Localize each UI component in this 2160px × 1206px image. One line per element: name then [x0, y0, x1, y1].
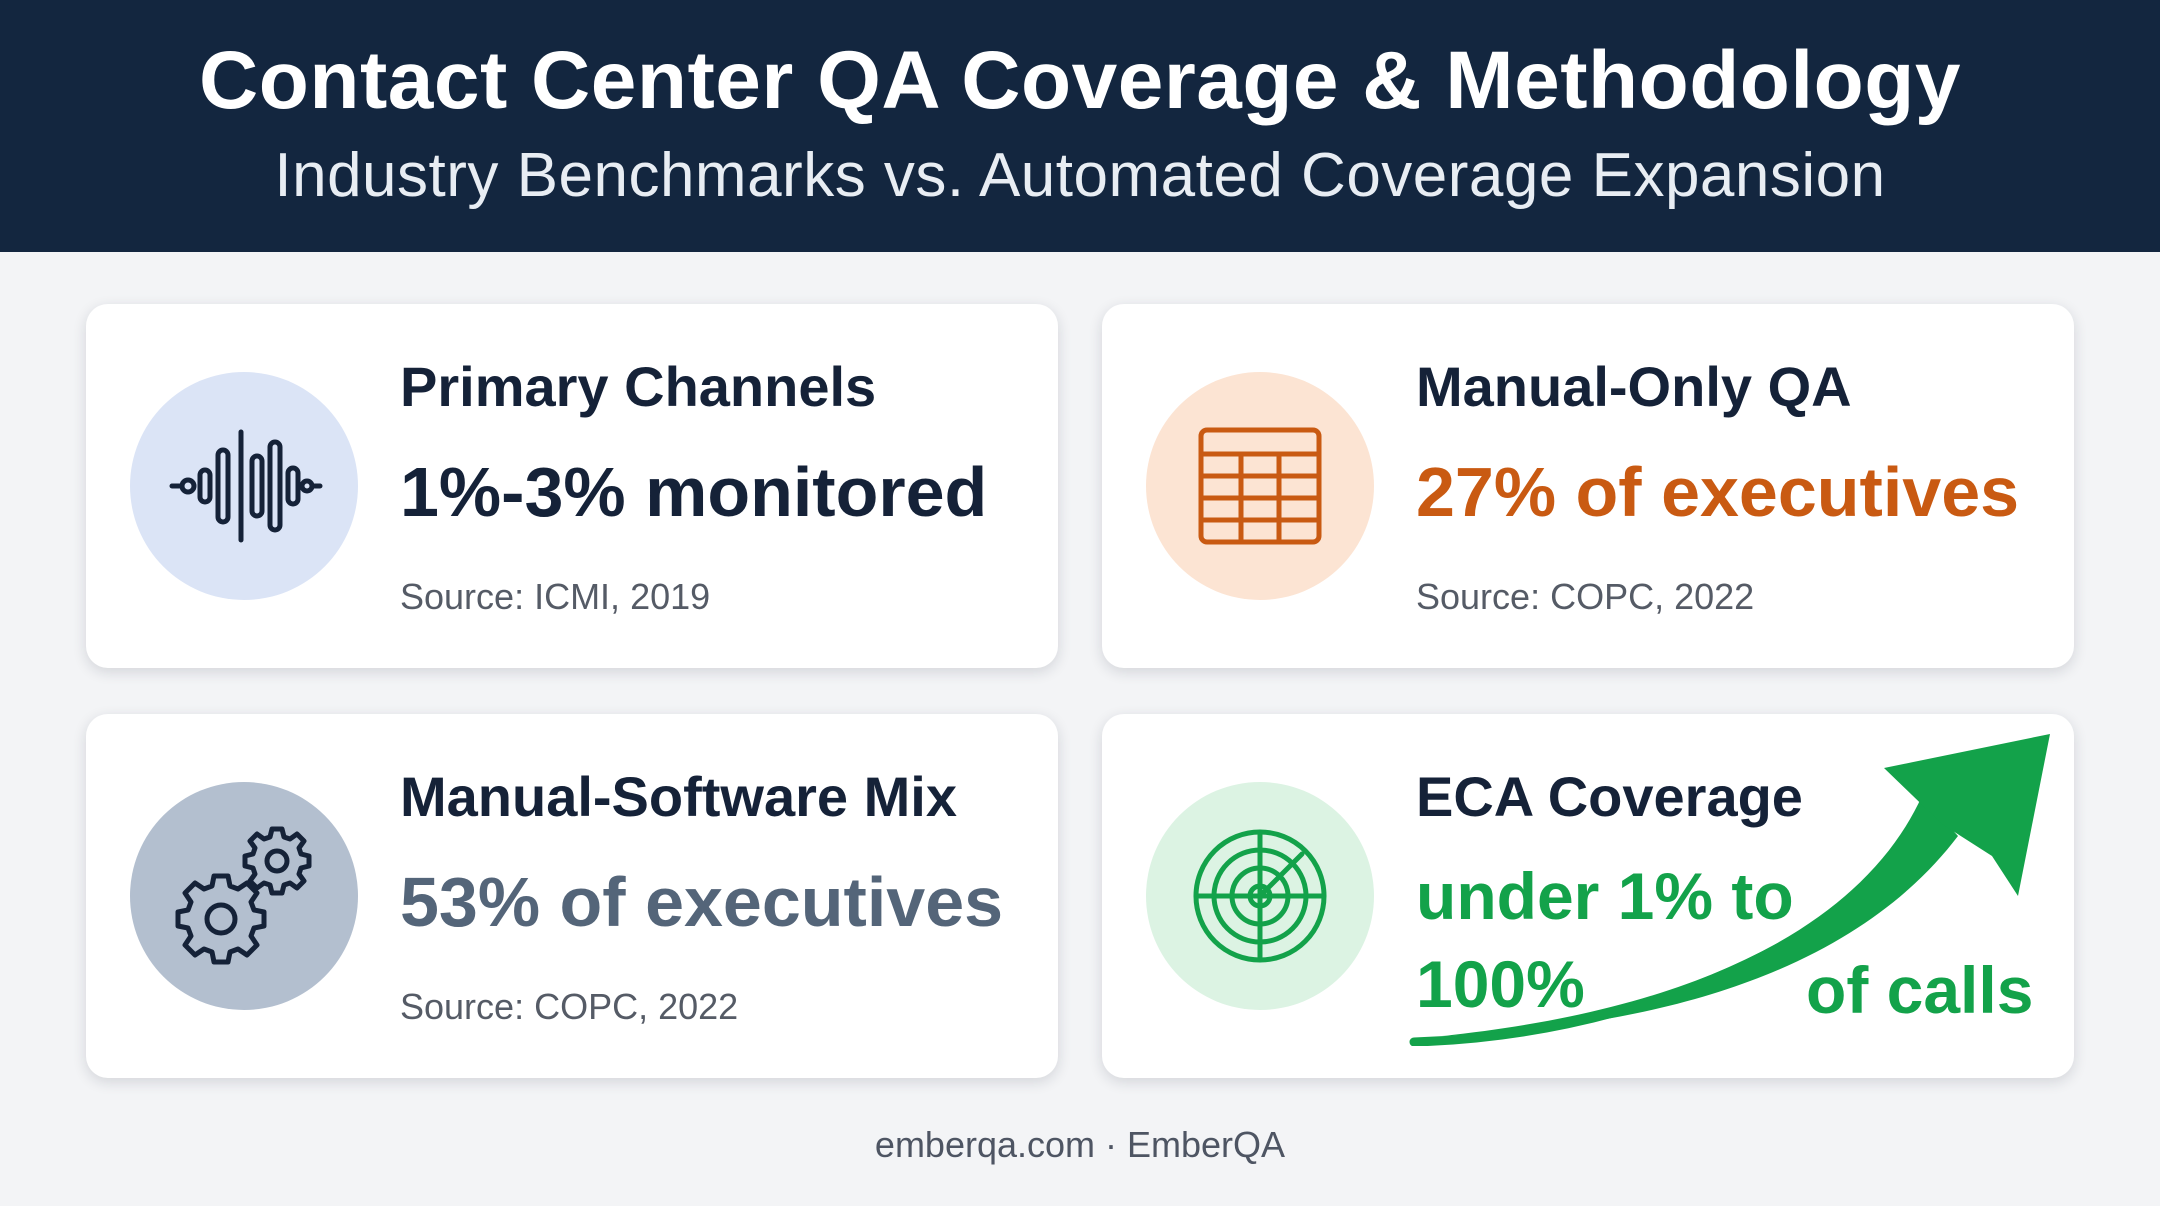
page-title: Contact Center QA Coverage & Methodology — [199, 35, 1961, 126]
card-source: Source: COPC, 2022 — [400, 986, 739, 1027]
card-value-line: of calls — [1806, 953, 2034, 1027]
card-value: 27% of executives — [1416, 453, 2020, 531]
page-subtitle: Industry Benchmarks vs. Automated Covera… — [274, 141, 1886, 210]
card-source: Source: COPC, 2022 — [1416, 576, 1755, 617]
spreadsheet-icon — [1198, 427, 1322, 545]
card-value-line: under 1% to — [1416, 859, 1794, 933]
card-value-line: 100% — [1416, 947, 1585, 1021]
header-banner: Contact Center QA Coverage & Methodology… — [0, 0, 2160, 252]
card-eca-coverage: ECA Coverage under 1% to 100% of calls — [1102, 714, 2074, 1078]
card-value: 53% of executives — [400, 863, 1004, 941]
card-title: Manual-Software Mix — [400, 765, 957, 828]
gears-icon — [175, 826, 312, 965]
waveform-icon — [169, 429, 323, 543]
card-value: 1%-3% monitored — [400, 453, 988, 531]
card-manual-only-qa: Manual-Only QA 27% of executives Source:… — [1102, 304, 2074, 668]
card-primary-channels: Primary Channels 1%-3% monitored Source:… — [86, 304, 1058, 668]
card-manual-software-mix: Manual-Software Mix 53% of executives So… — [86, 714, 1058, 1078]
card-title: ECA Coverage — [1416, 765, 1803, 828]
radar-target-icon — [1193, 829, 1327, 963]
card-source: Source: ICMI, 2019 — [400, 576, 711, 617]
icon-circle — [130, 782, 358, 1010]
icon-circle — [130, 372, 358, 600]
icon-circle — [1146, 782, 1374, 1010]
card-title: Manual-Only QA — [1416, 355, 1852, 418]
card-title: Primary Channels — [400, 355, 877, 418]
icon-circle — [1146, 372, 1374, 600]
footer-credit: emberqa.com · EmberQA — [874, 1124, 1286, 1165]
